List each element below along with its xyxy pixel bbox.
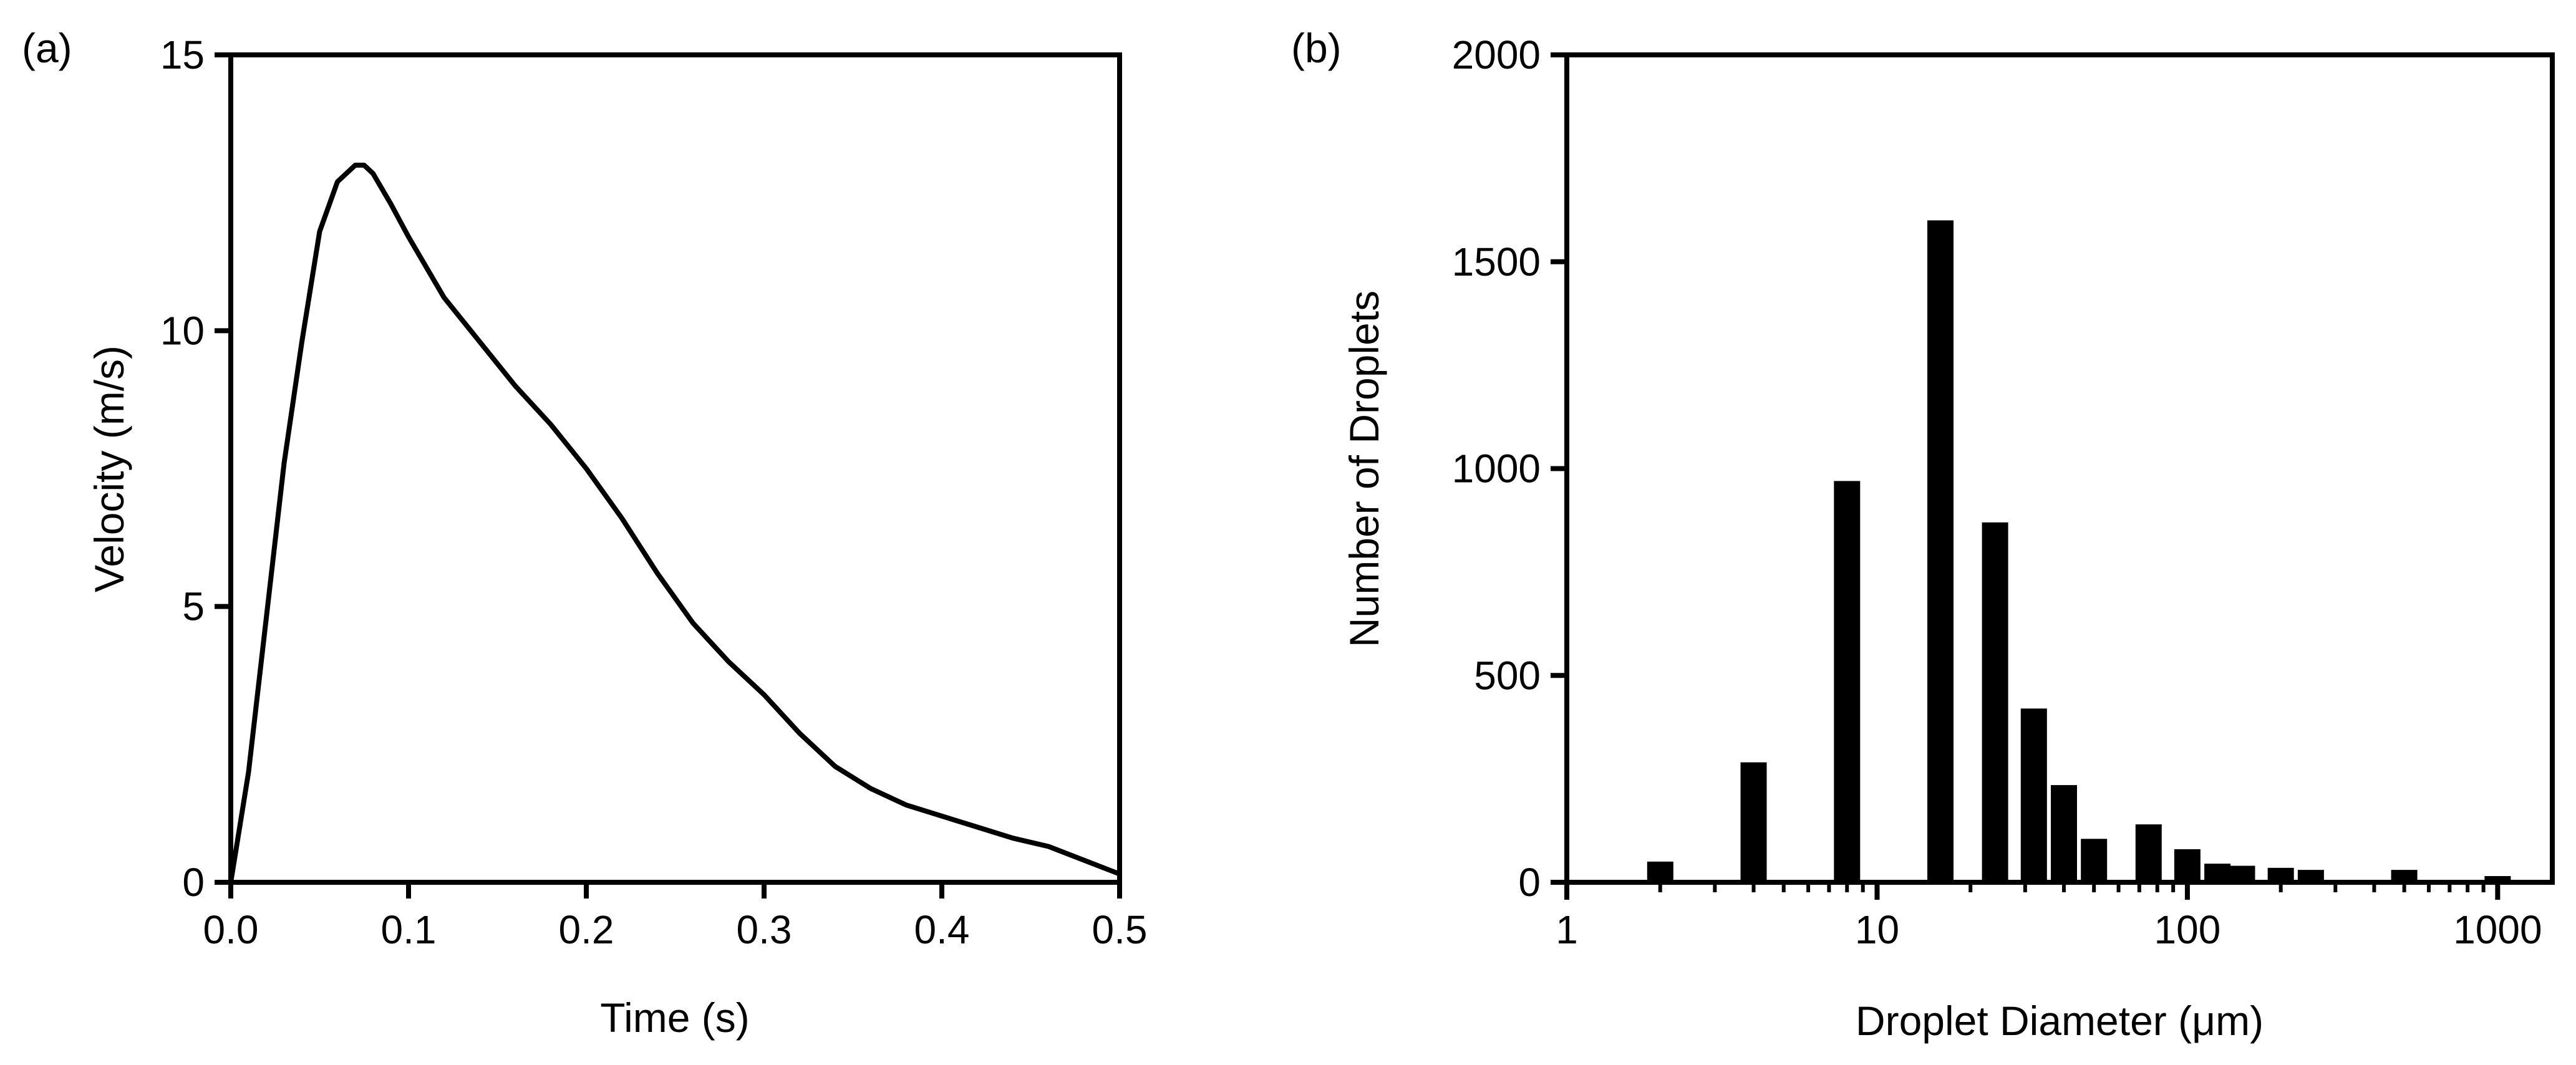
panel-b-bar xyxy=(2204,864,2231,882)
panel-a-ticks: 0.0 0.1 0.2 0.3 0.4 0.5 0 5 10 15 xyxy=(160,32,1148,952)
panel-b-bar xyxy=(2020,708,2047,882)
panel-b-y-tick-label: 500 xyxy=(1474,653,1541,698)
panel-b-plot-frame xyxy=(1564,52,2555,885)
panel-a-y-tick-label: 15 xyxy=(160,32,205,77)
panel-b-bar xyxy=(2135,824,2162,882)
panel-a-label: (a) xyxy=(22,25,72,71)
panel-b-label: (b) xyxy=(1291,25,1342,71)
panel-b-bar xyxy=(1927,220,1954,882)
panel-a-x-tick-label: 0.3 xyxy=(737,907,792,952)
panel-b-droplet-histogram: (b) 1 10 100 1000 0 500 1000 1500 2000 Droplet D… xyxy=(1291,25,2555,1044)
panel-a-y-axis-label: Velocity (m/s) xyxy=(86,345,132,592)
panel-a-y-tick-label: 5 xyxy=(182,584,205,629)
panel-a-x-tick-label: 0.4 xyxy=(914,907,970,952)
panel-b-bar xyxy=(2051,785,2077,882)
panel-a-y-tick-label: 10 xyxy=(160,308,205,353)
panel-a-x-tick-label: 0.5 xyxy=(1092,907,1148,952)
panel-b-x-tick-label: 1000 xyxy=(2453,907,2542,952)
panel-b-bar xyxy=(2484,876,2511,882)
panel-b-bar xyxy=(2229,865,2255,882)
panel-a-x-tick-label: 0.0 xyxy=(203,907,259,952)
panel-b-y-tick-label: 2000 xyxy=(1452,32,1541,77)
panel-a-x-axis-label: Time (s) xyxy=(600,995,750,1041)
panel-b-bar xyxy=(2174,849,2201,882)
panel-b-bar xyxy=(1982,522,2008,882)
panel-b-ticks: 1 10 100 1000 0 500 1000 1500 2000 xyxy=(1452,32,2542,952)
panel-a-plot-frame xyxy=(228,52,1122,885)
panel-b-y-tick-label: 1000 xyxy=(1452,446,1541,491)
panel-b-y-axis-label: Number of Droplets xyxy=(1341,291,1387,647)
panel-b-y-tick-label: 1500 xyxy=(1452,239,1541,284)
panel-a-x-tick-label: 0.1 xyxy=(381,907,437,952)
panel-b-bar xyxy=(1647,861,1673,882)
panel-a-velocity-chart: (a) 0.0 0.1 0.2 0.3 0.4 0.5 0 5 10 15 Time (s) Ve… xyxy=(22,25,1147,1041)
panel-b-bar xyxy=(2267,867,2294,882)
panel-b-bar xyxy=(2391,870,2418,882)
panel-b-x-tick-label: 10 xyxy=(1855,907,1899,952)
panel-b-bar xyxy=(1740,762,1767,882)
panel-b-bar xyxy=(1834,481,1861,882)
panel-b-x-tick-label: 100 xyxy=(2154,907,2221,952)
panel-b-x-axis-label: Droplet Diameter (μm) xyxy=(1856,998,2264,1044)
panel-a-y-tick-label: 0 xyxy=(182,860,205,905)
panel-b-bar xyxy=(2297,870,2324,882)
panel-a-x-tick-label: 0.2 xyxy=(559,907,614,952)
panel-a-velocity-series xyxy=(228,162,1122,885)
panel-b-x-tick-label: 1 xyxy=(1556,907,1578,952)
panel-b-y-tick-label: 0 xyxy=(1518,860,1541,905)
panel-b-bars xyxy=(1647,220,2511,882)
panel-b-bar xyxy=(2081,839,2108,882)
